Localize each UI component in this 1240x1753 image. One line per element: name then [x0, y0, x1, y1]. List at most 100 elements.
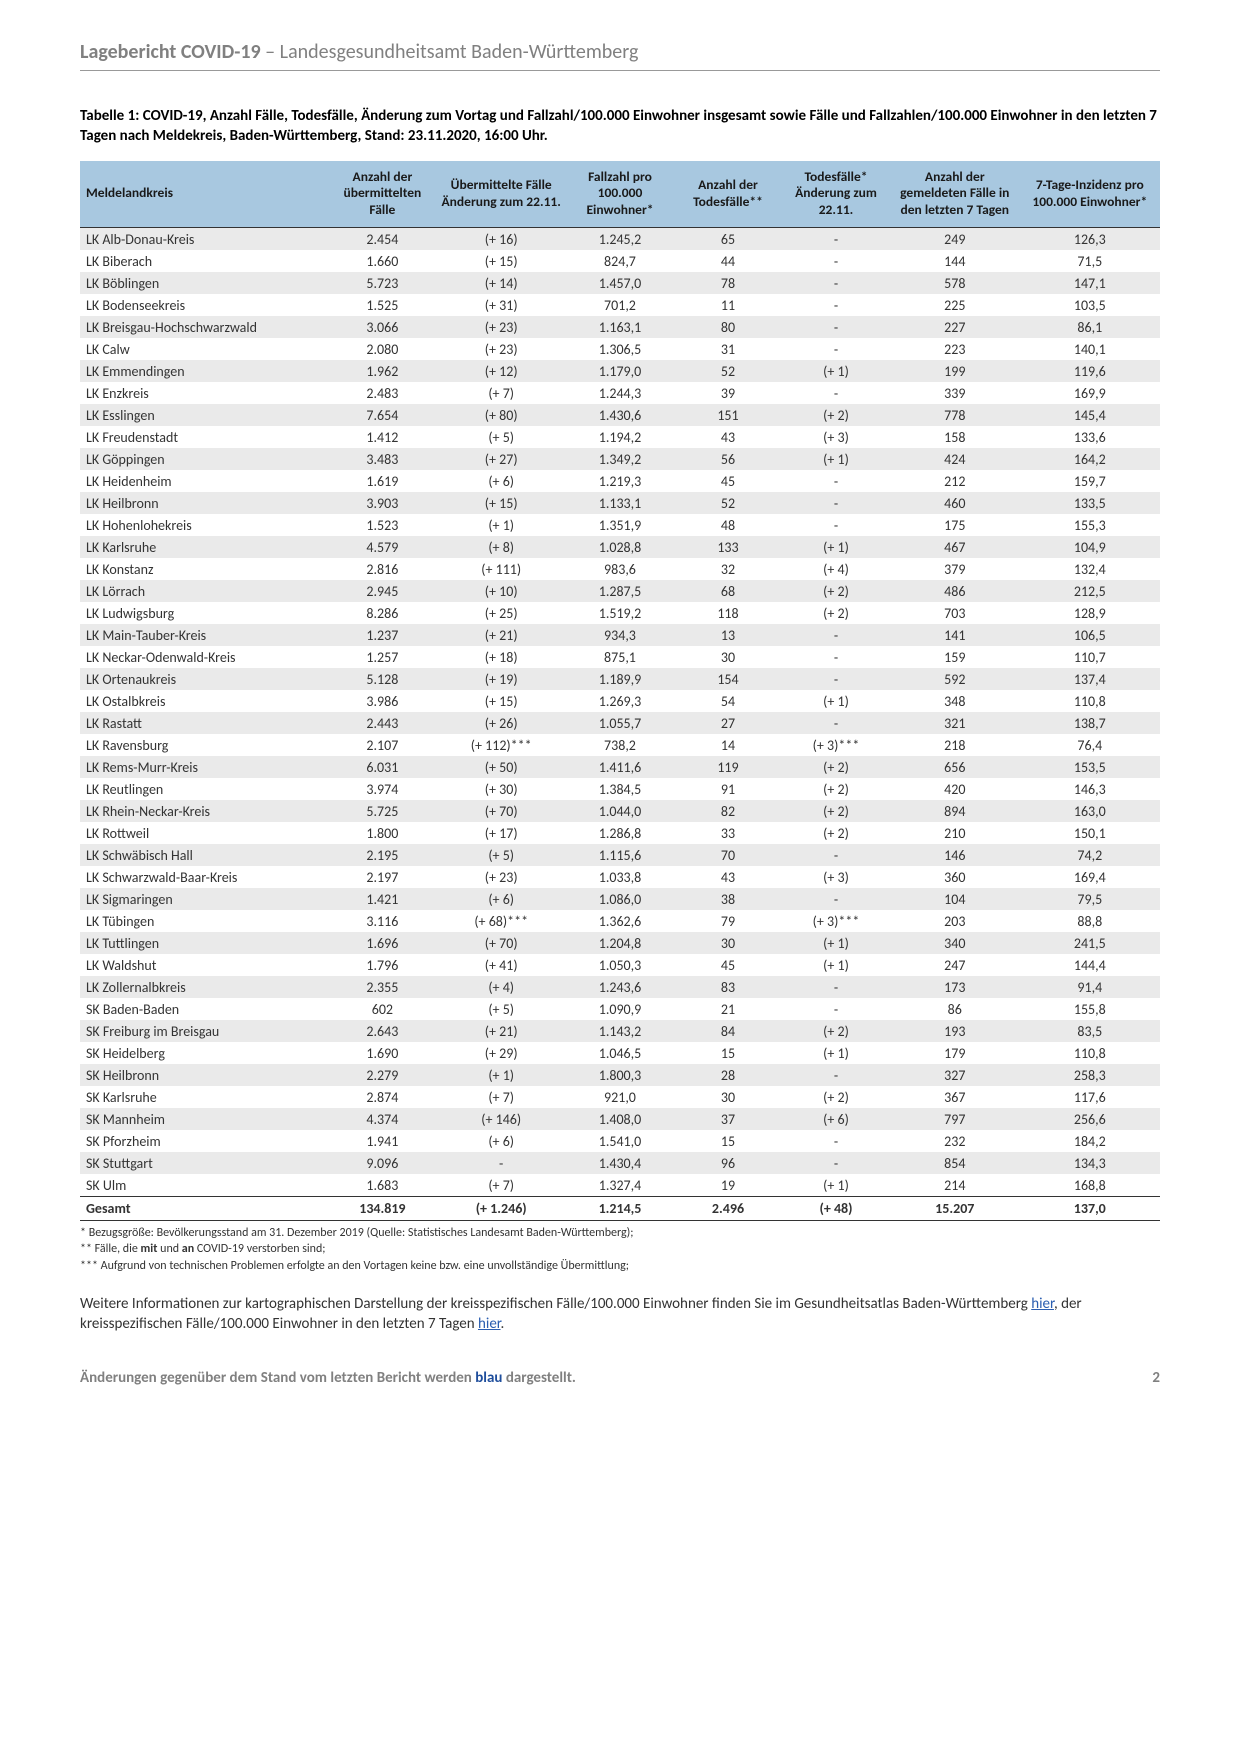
cell-d7: 327 [890, 1064, 1020, 1086]
page-number: 2 [1152, 1369, 1160, 1387]
cell-tod: 84 [674, 1020, 782, 1042]
cell-fz100k: 1.384,5 [566, 778, 674, 800]
table-row: LK Freudenstadt1.412(+ 5)1.194,243(+ 3)1… [80, 426, 1160, 448]
cell-aend: (+ 41) [436, 954, 566, 976]
cell-todaend: - [782, 998, 890, 1020]
cell-d7: 340 [890, 932, 1020, 954]
cell-kreis: LK Göppingen [80, 448, 328, 470]
page-footer: Änderungen gegenüber dem Stand vom letzt… [80, 1369, 1160, 1387]
cell-fz100k: 1.115,6 [566, 844, 674, 866]
cell-aend: - [436, 1152, 566, 1174]
cell-d7: 159 [890, 646, 1020, 668]
cell-inz: 163,0 [1020, 800, 1160, 822]
cell-faelle: 1.412 [328, 426, 436, 448]
cell-tod: 56 [674, 448, 782, 470]
cell-aend: (+ 15) [436, 492, 566, 514]
cell-aend: (+ 26) [436, 712, 566, 734]
cell-inz: 91,4 [1020, 976, 1160, 998]
cell-inz: 184,2 [1020, 1130, 1160, 1152]
table-row: LK Ludwigsburg8.286(+ 25)1.519,2118(+ 2)… [80, 602, 1160, 624]
cell-inz: 138,7 [1020, 712, 1160, 734]
cell-fz100k: 1.243,6 [566, 976, 674, 998]
cell-kreis: SK Heidelberg [80, 1042, 328, 1064]
cell-faelle: 1.237 [328, 624, 436, 646]
cell-fz100k: 1.219,3 [566, 470, 674, 492]
cell-d7: 486 [890, 580, 1020, 602]
table-row: LK Bodenseekreis1.525(+ 31)701,211-22510… [80, 294, 1160, 316]
footer-text: Änderungen gegenüber dem Stand vom letzt… [80, 1369, 576, 1387]
cell-fz100k: 824,7 [566, 250, 674, 272]
cell-kreis: LK Ostalbkreis [80, 690, 328, 712]
cell-aend: (+ 29) [436, 1042, 566, 1064]
cell-inz: 104,9 [1020, 536, 1160, 558]
cell-fz100k: 921,0 [566, 1086, 674, 1108]
cell-todaend: (+ 1) [782, 448, 890, 470]
cell-kreis: SK Mannheim [80, 1108, 328, 1130]
cell-tod: 65 [674, 228, 782, 251]
cell-fz100k: 1.362,6 [566, 910, 674, 932]
cell-tod: 32 [674, 558, 782, 580]
link-atlas-2[interactable]: hier [478, 1315, 501, 1333]
cell-fz100k: 1.286,8 [566, 822, 674, 844]
cell-fz100k: 875,1 [566, 646, 674, 668]
cell-faelle: 1.660 [328, 250, 436, 272]
cell-faelle: 4.374 [328, 1108, 436, 1130]
cell-faelle: 1.941 [328, 1130, 436, 1152]
total-cell-inz: 137,0 [1020, 1197, 1160, 1221]
cell-fz100k: 1.143,2 [566, 1020, 674, 1042]
cell-aend: (+ 146) [436, 1108, 566, 1130]
cell-d7: 854 [890, 1152, 1020, 1174]
link-atlas-1[interactable]: hier [1031, 1295, 1054, 1313]
cell-todaend: - [782, 272, 890, 294]
cell-fz100k: 1.430,4 [566, 1152, 674, 1174]
cell-fz100k: 1.194,2 [566, 426, 674, 448]
table-row: LK Reutlingen3.974(+ 30)1.384,591(+ 2)42… [80, 778, 1160, 800]
cell-d7: 146 [890, 844, 1020, 866]
table-row: LK Esslingen7.654(+ 80)1.430,6151(+ 2)77… [80, 404, 1160, 426]
cell-inz: 126,3 [1020, 228, 1160, 251]
cell-todaend: (+ 2) [782, 404, 890, 426]
cell-fz100k: 1.179,0 [566, 360, 674, 382]
cell-todaend: - [782, 844, 890, 866]
cell-tod: 30 [674, 932, 782, 954]
table-row: LK Lörrach2.945(+ 10)1.287,568(+ 2)48621… [80, 580, 1160, 602]
cell-inz: 155,8 [1020, 998, 1160, 1020]
cell-aend: (+ 50) [436, 756, 566, 778]
cell-todaend: - [782, 250, 890, 272]
cell-tod: 80 [674, 316, 782, 338]
cell-kreis: LK Waldshut [80, 954, 328, 976]
cell-todaend: (+ 2) [782, 800, 890, 822]
cell-todaend: - [782, 492, 890, 514]
table-row: LK Zollernalbkreis2.355(+ 4)1.243,683-17… [80, 976, 1160, 998]
cell-d7: 247 [890, 954, 1020, 976]
cell-d7: 321 [890, 712, 1020, 734]
cell-kreis: LK Rhein-Neckar-Kreis [80, 800, 328, 822]
cell-todaend: - [782, 470, 890, 492]
cell-kreis: LK Tübingen [80, 910, 328, 932]
cell-kreis: LK Heidenheim [80, 470, 328, 492]
total-cell-todaend: (+ 48) [782, 1197, 890, 1221]
cell-d7: 158 [890, 426, 1020, 448]
cell-d7: 778 [890, 404, 1020, 426]
cell-faelle: 1.257 [328, 646, 436, 668]
cell-tod: 52 [674, 360, 782, 382]
further-pre: Weitere Informationen zur kartographisch… [80, 1295, 1031, 1313]
cell-inz: 119,6 [1020, 360, 1160, 382]
cell-faelle: 2.195 [328, 844, 436, 866]
cell-d7: 249 [890, 228, 1020, 251]
cell-faelle: 2.945 [328, 580, 436, 602]
cell-inz: 79,5 [1020, 888, 1160, 910]
table-row: SK Freiburg im Breisgau2.643(+ 21)1.143,… [80, 1020, 1160, 1042]
table-row: LK Sigmaringen1.421(+ 6)1.086,038-10479,… [80, 888, 1160, 910]
cell-tod: 45 [674, 954, 782, 976]
cell-fz100k: 1.800,3 [566, 1064, 674, 1086]
cell-fz100k: 1.244,3 [566, 382, 674, 404]
cell-inz: 164,2 [1020, 448, 1160, 470]
cell-inz: 83,5 [1020, 1020, 1160, 1042]
cell-tod: 43 [674, 426, 782, 448]
cell-kreis: LK Tuttlingen [80, 932, 328, 954]
cell-fz100k: 1.033,8 [566, 866, 674, 888]
cell-aend: (+ 31) [436, 294, 566, 316]
cell-aend: (+ 27) [436, 448, 566, 470]
cell-fz100k: 983,6 [566, 558, 674, 580]
